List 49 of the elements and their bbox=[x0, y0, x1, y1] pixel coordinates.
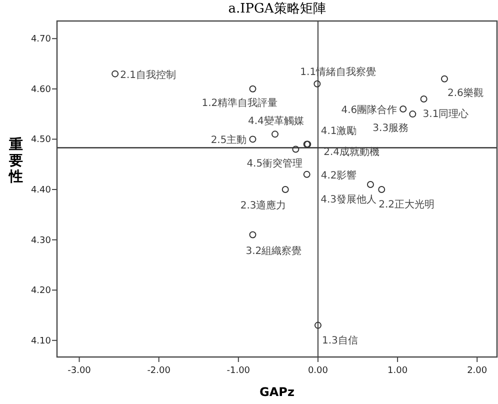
annotation: 2.5主動 bbox=[210, 134, 247, 146]
annotation: 2.6樂觀 bbox=[447, 86, 484, 99]
point bbox=[112, 70, 119, 78]
y-tick-label: 4.10 bbox=[30, 336, 52, 346]
point bbox=[249, 231, 256, 238]
point bbox=[249, 85, 256, 92]
annotation: 4.1激勵 bbox=[320, 125, 357, 138]
x-tick-label: -3.00 bbox=[68, 366, 92, 376]
annotation: 1.2精準自我評量 bbox=[202, 96, 278, 109]
x-axis-title: GAPz bbox=[260, 385, 294, 399]
x-tick-label: 0.00 bbox=[308, 366, 328, 376]
y-axis-title: 重要性 bbox=[8, 137, 23, 185]
annotation: 4.3發展他人 bbox=[320, 193, 376, 206]
point bbox=[272, 130, 279, 138]
point bbox=[303, 170, 310, 178]
point bbox=[292, 146, 300, 153]
point bbox=[440, 75, 448, 82]
y-tick-label: 4.30 bbox=[30, 236, 52, 246]
point bbox=[378, 186, 386, 194]
annotation: 3.2組織察覺 bbox=[246, 244, 302, 257]
annotation: 3.3服務 bbox=[372, 122, 409, 134]
point bbox=[314, 80, 321, 88]
annotation: 4.5衝突管理 bbox=[246, 157, 303, 170]
annotation: 4.4變革觸媒 bbox=[248, 115, 304, 128]
x-tick-label: -2.00 bbox=[147, 366, 171, 376]
point bbox=[249, 136, 256, 143]
y-tick-label: 4.40 bbox=[30, 186, 52, 196]
annotation: 2.1自我控制 bbox=[120, 68, 176, 81]
x-tick-label: 1.00 bbox=[388, 366, 408, 376]
x-tick-label: 2.00 bbox=[467, 366, 488, 376]
y-tick-label: 4.70 bbox=[30, 34, 52, 45]
annotation: 4.2影響 bbox=[320, 169, 357, 182]
annotation: 2.4成就動機 bbox=[324, 146, 380, 158]
chart-title: a.IPGA策略矩陣 bbox=[228, 1, 326, 16]
y-tick-label: 4.60 bbox=[30, 84, 52, 95]
annotation: 2.2正大光明 bbox=[378, 198, 435, 211]
point bbox=[314, 322, 322, 329]
point bbox=[366, 180, 374, 188]
point bbox=[400, 106, 407, 113]
point bbox=[420, 95, 428, 102]
point bbox=[282, 186, 289, 194]
y-tick-label: 4.20 bbox=[30, 286, 52, 296]
point bbox=[409, 110, 416, 118]
x-tick-label: -1.00 bbox=[226, 366, 250, 376]
annotation: 4.6團隊合作 bbox=[341, 104, 398, 116]
annotation: 2.3適應力 bbox=[240, 200, 286, 212]
annotation: 3.1同理心 bbox=[422, 108, 469, 120]
annotation: 1.3自信 bbox=[322, 334, 358, 346]
y-tick-label: 4.50 bbox=[30, 135, 52, 146]
